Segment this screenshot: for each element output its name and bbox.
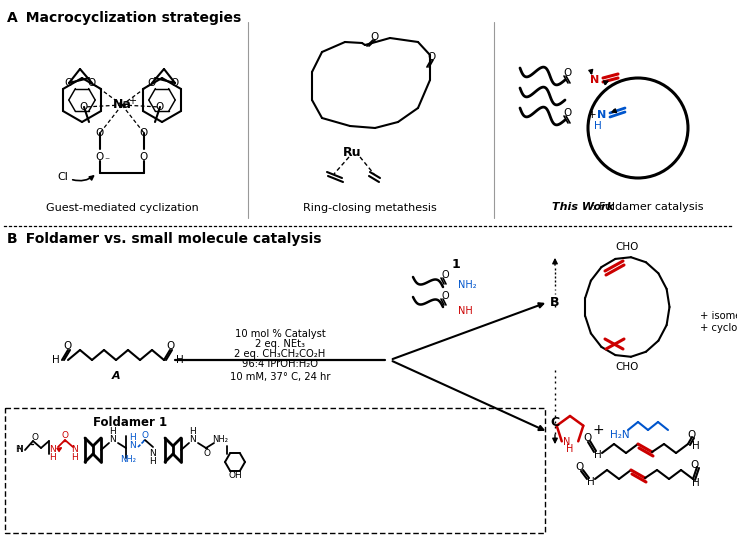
Text: O: O [564, 108, 572, 118]
Text: N: N [150, 448, 156, 458]
Text: O: O [148, 78, 156, 88]
Text: H: H [594, 121, 602, 131]
Text: N: N [110, 436, 116, 445]
Text: +: + [128, 96, 136, 106]
Text: N: N [598, 110, 607, 120]
Text: H: H [130, 432, 136, 441]
Text: 10 mol % Catalyst: 10 mol % Catalyst [234, 329, 325, 339]
Text: CHO: CHO [615, 242, 639, 252]
Text: 2 eq. NEt₃: 2 eq. NEt₃ [255, 339, 305, 349]
Text: C: C [551, 416, 559, 429]
Text: O: O [203, 450, 211, 459]
Text: +: + [593, 423, 604, 437]
Text: H₂N: H₂N [610, 430, 629, 440]
Text: O: O [564, 68, 572, 78]
Text: N: N [563, 437, 570, 447]
Text: O: O [65, 78, 73, 88]
Text: NH₂: NH₂ [458, 280, 477, 290]
Text: Cl: Cl [57, 172, 68, 182]
Text: O: O [441, 291, 449, 301]
Text: N: N [590, 75, 600, 85]
Text: A: A [7, 11, 18, 25]
Text: H: H [587, 477, 595, 487]
Text: Ru: Ru [343, 146, 361, 158]
Text: H: H [189, 427, 196, 437]
Text: : Foldamer catalysis: : Foldamer catalysis [593, 202, 704, 212]
Text: O: O [96, 152, 104, 162]
Text: O: O [576, 462, 584, 472]
Text: Ring-closing metathesis: Ring-closing metathesis [303, 203, 437, 213]
Text: H: H [49, 453, 56, 461]
Text: O: O [688, 430, 696, 440]
Text: O: O [441, 270, 449, 280]
Text: 96:4 iPrOH:H₂O: 96:4 iPrOH:H₂O [242, 359, 318, 369]
Text: H: H [52, 355, 60, 365]
Text: Macrocyclization strategies: Macrocyclization strategies [16, 11, 241, 25]
Text: O: O [140, 152, 148, 162]
Text: B: B [551, 295, 559, 308]
Text: H: H [692, 441, 700, 451]
Text: O: O [140, 128, 148, 138]
Text: A: A [112, 371, 120, 381]
Text: ⁻: ⁻ [105, 156, 110, 166]
Text: + cyclotrimers: + cyclotrimers [700, 323, 737, 333]
Text: O: O [428, 52, 436, 62]
Text: H: H [692, 478, 700, 488]
Text: 1: 1 [452, 259, 461, 272]
Text: O: O [64, 341, 72, 351]
Text: Foldamer vs. small molecule catalysis: Foldamer vs. small molecule catalysis [16, 232, 321, 246]
Text: + isomer(s): + isomer(s) [700, 311, 737, 321]
Text: O: O [371, 32, 379, 42]
Text: NH: NH [458, 306, 472, 316]
Text: H: H [594, 450, 602, 460]
Text: O: O [171, 78, 179, 88]
Text: N: N [71, 446, 78, 454]
Text: This Work: This Work [552, 202, 614, 212]
Text: OH: OH [228, 472, 242, 480]
Text: CHO: CHO [615, 362, 639, 372]
Text: O: O [32, 432, 38, 441]
Text: +: + [587, 110, 596, 120]
Text: Foldamer 1: Foldamer 1 [93, 416, 167, 429]
Text: 2 eq. CH₃CH₂CO₂H: 2 eq. CH₃CH₂CO₂H [234, 349, 326, 359]
Text: H: H [15, 446, 22, 454]
Text: H: H [176, 355, 184, 365]
Text: O: O [142, 432, 148, 440]
Text: N: N [49, 445, 56, 453]
Text: H: H [110, 427, 116, 437]
Text: NH₂: NH₂ [120, 455, 136, 465]
Text: Guest-mediated cyclization: Guest-mediated cyclization [46, 203, 198, 213]
Text: O: O [691, 460, 699, 470]
Text: O: O [80, 102, 88, 112]
Text: N: N [130, 440, 136, 450]
Text: N: N [189, 436, 196, 445]
Text: O: O [156, 102, 164, 112]
Text: O: O [167, 341, 175, 351]
Text: O: O [584, 433, 592, 443]
Text: 10 mM, 37° C, 24 hr: 10 mM, 37° C, 24 hr [230, 372, 330, 382]
Text: H: H [71, 453, 78, 462]
Text: NH₂: NH₂ [212, 436, 228, 445]
Text: B: B [7, 232, 18, 246]
Text: O: O [61, 432, 69, 440]
Text: H: H [150, 457, 156, 466]
Text: O: O [88, 78, 96, 88]
Text: H: H [566, 444, 573, 454]
Text: N: N [17, 446, 24, 454]
Text: Na: Na [113, 99, 131, 112]
Text: O: O [96, 128, 104, 138]
